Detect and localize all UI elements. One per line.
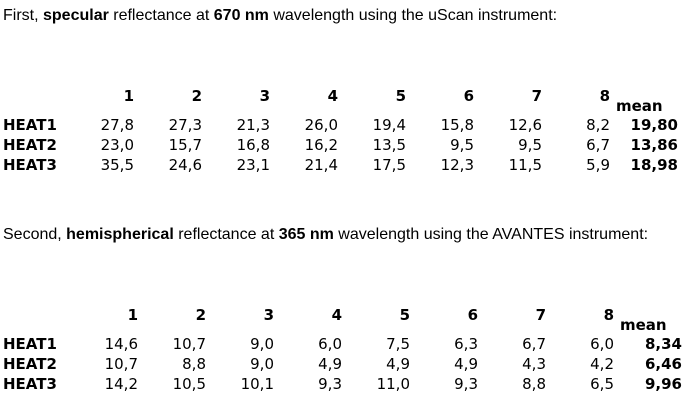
mean-value: 18,98 [630,156,678,174]
table-cell: 26,0 [304,116,338,134]
column-header: 1 [123,87,134,105]
table-cell: 19,4 [372,116,406,134]
table-cell: 8,8 [182,355,206,373]
column-header: 5 [395,87,406,105]
table-cell: 4,9 [318,355,342,373]
table-cell: 27,3 [168,116,202,134]
table-cell: 35,5 [100,156,134,174]
column-header: 6 [463,87,474,105]
table-cell: 11,0 [376,375,410,393]
mean-value: 6,46 [644,355,682,373]
table-cell: 6,0 [318,335,342,353]
intro-middle: reflectance at [173,226,279,243]
column-header: 2 [191,87,202,105]
table-cell: 8,2 [586,116,610,134]
intro-suffix: wavelength using the AVANTES instrument: [333,226,649,243]
column-header: 3 [259,87,270,105]
table-cell: 27,8 [100,116,134,134]
mean-column-header: mean [616,97,663,115]
measurement-kind: hemispherical [66,226,174,243]
table-cell: 7,5 [386,335,410,353]
table-cell: 5,9 [586,156,610,174]
table-cell: 8,8 [522,375,546,393]
mean-value: 9,96 [644,375,682,393]
column-header: 7 [531,87,542,105]
table-cell: 4,2 [590,355,614,373]
table-cell: 21,3 [236,116,270,134]
column-header: 6 [467,306,478,324]
table-cell: 9,3 [318,375,342,393]
row-label: HEAT2 [3,136,57,154]
table-cell: 23,1 [236,156,270,174]
table-cell: 9,5 [450,136,474,154]
mean-value: 8,34 [644,335,682,353]
row-label: HEAT1 [3,116,57,134]
table-cell: 16,8 [236,136,270,154]
table-cell: 15,8 [440,116,474,134]
column-header: 1 [127,306,138,324]
intro-suffix: wavelength using the uScan instrument: [268,7,558,24]
hemispherical-intro-text: Second, hemispherical reflectance at 365… [3,226,648,244]
mean-value: 19,80 [630,116,678,134]
wavelength-value: 365 nm [278,226,334,243]
table-cell: 17,5 [372,156,406,174]
intro-middle: reflectance at [108,7,214,24]
row-label: HEAT1 [3,335,57,353]
table-cell: 11,5 [508,156,542,174]
table-cell: 24,6 [168,156,202,174]
table-cell: 6,0 [590,335,614,353]
specular-intro-text: First, specular reflectance at 670 nm wa… [3,7,557,25]
row-label: HEAT3 [3,375,57,393]
table-cell: 9,3 [454,375,478,393]
table-cell: 14,2 [104,375,138,393]
column-header: 2 [195,306,206,324]
table-cell: 15,7 [168,136,202,154]
table-cell: 14,6 [104,335,138,353]
table-cell: 4,9 [386,355,410,373]
mean-value: 13,86 [630,136,678,154]
column-header: 3 [263,306,274,324]
table-cell: 12,6 [508,116,542,134]
column-header: 8 [599,87,610,105]
column-header: 5 [399,306,410,324]
column-header: 4 [327,87,338,105]
table-cell: 6,7 [522,335,546,353]
table-cell: 16,2 [304,136,338,154]
table-cell: 4,3 [522,355,546,373]
column-header: 4 [331,306,342,324]
row-label: HEAT3 [3,156,57,174]
table-cell: 9,0 [250,335,274,353]
table-cell: 10,1 [240,375,274,393]
column-header: 8 [603,306,614,324]
intro-prefix: Second, [3,226,67,243]
table-cell: 9,5 [518,136,542,154]
table-cell: 6,3 [454,335,478,353]
table-cell: 23,0 [100,136,134,154]
table-cell: 12,3 [440,156,474,174]
intro-prefix: First, [3,7,43,24]
table-cell: 9,0 [250,355,274,373]
table-cell: 10,5 [172,375,206,393]
column-header: 7 [535,306,546,324]
table-cell: 6,5 [590,375,614,393]
mean-column-header: mean [620,316,667,334]
table-cell: 10,7 [172,335,206,353]
table-cell: 10,7 [104,355,138,373]
table-cell: 4,9 [454,355,478,373]
table-cell: 21,4 [304,156,338,174]
row-label: HEAT2 [3,355,57,373]
wavelength-value: 670 nm [213,7,269,24]
measurement-kind: specular [43,7,109,24]
table-cell: 6,7 [586,136,610,154]
table-cell: 13,5 [372,136,406,154]
